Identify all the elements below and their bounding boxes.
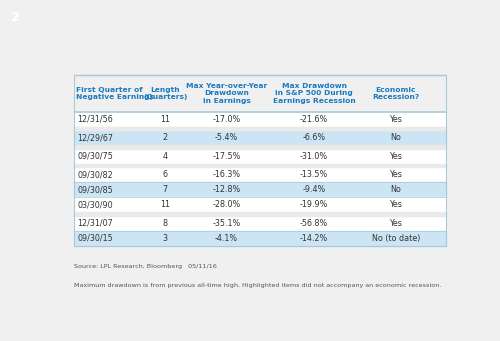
Bar bbox=[74, 197, 446, 212]
Text: 11: 11 bbox=[160, 115, 170, 124]
Bar bbox=[74, 231, 446, 246]
Text: Maximum drawdown is from previous all-time high. Highlighted items did not accom: Maximum drawdown is from previous all-ti… bbox=[74, 283, 442, 287]
Text: 09/30/75: 09/30/75 bbox=[77, 152, 113, 161]
Bar bbox=[74, 145, 446, 149]
Text: -4.1%: -4.1% bbox=[215, 234, 238, 243]
Text: Yes: Yes bbox=[390, 115, 402, 124]
Text: -31.0%: -31.0% bbox=[300, 152, 328, 161]
Bar bbox=[74, 75, 446, 112]
Text: 11: 11 bbox=[160, 200, 170, 209]
Text: 12/31/07: 12/31/07 bbox=[77, 219, 113, 228]
Bar bbox=[74, 216, 446, 231]
Text: Source: LPL Research, Bloomberg   05/11/16: Source: LPL Research, Bloomberg 05/11/16 bbox=[74, 264, 217, 269]
Text: No (to date): No (to date) bbox=[372, 234, 420, 243]
Bar bbox=[74, 75, 446, 246]
Bar bbox=[74, 164, 446, 167]
Text: No: No bbox=[390, 185, 402, 194]
Text: -16.3%: -16.3% bbox=[212, 170, 240, 179]
Text: 12/31/56: 12/31/56 bbox=[77, 115, 113, 124]
Text: Length
(Quarters): Length (Quarters) bbox=[143, 87, 188, 100]
Bar bbox=[74, 112, 446, 127]
Text: Yes: Yes bbox=[390, 219, 402, 228]
Text: 09/30/85: 09/30/85 bbox=[77, 185, 113, 194]
Text: Economic
Recession?: Economic Recession? bbox=[372, 87, 420, 100]
Text: Max Drawdown
in S&P 500 During
Earnings Recession: Max Drawdown in S&P 500 During Earnings … bbox=[272, 83, 355, 104]
Text: -28.0%: -28.0% bbox=[212, 200, 241, 209]
Text: No: No bbox=[390, 133, 402, 142]
Text: -12.8%: -12.8% bbox=[212, 185, 241, 194]
Text: -14.2%: -14.2% bbox=[300, 234, 328, 243]
Text: Yes: Yes bbox=[390, 170, 402, 179]
Text: Yes: Yes bbox=[390, 152, 402, 161]
Bar bbox=[74, 167, 446, 182]
Bar bbox=[74, 130, 446, 145]
Text: Max Year-over-Year
Drawdown
in Earnings: Max Year-over-Year Drawdown in Earnings bbox=[186, 83, 268, 104]
Bar bbox=[74, 212, 446, 216]
Text: -56.8%: -56.8% bbox=[300, 219, 328, 228]
Text: -9.4%: -9.4% bbox=[302, 185, 326, 194]
Text: 2: 2 bbox=[11, 11, 20, 24]
Text: 3: 3 bbox=[163, 234, 168, 243]
Text: Yes: Yes bbox=[390, 200, 402, 209]
Text: -5.4%: -5.4% bbox=[215, 133, 238, 142]
Text: 7: 7 bbox=[162, 185, 168, 194]
Text: -17.5%: -17.5% bbox=[212, 152, 241, 161]
Bar bbox=[74, 182, 446, 197]
Text: -17.0%: -17.0% bbox=[212, 115, 241, 124]
Bar bbox=[74, 127, 446, 130]
Text: -6.6%: -6.6% bbox=[302, 133, 326, 142]
Text: First Quarter of
Negative Earnings: First Quarter of Negative Earnings bbox=[76, 87, 154, 100]
Text: 2: 2 bbox=[162, 133, 168, 142]
Text: 09/30/82: 09/30/82 bbox=[77, 170, 113, 179]
Text: -19.9%: -19.9% bbox=[300, 200, 328, 209]
Text: 03/30/90: 03/30/90 bbox=[77, 200, 113, 209]
Text: 8: 8 bbox=[163, 219, 168, 228]
Text: -21.6%: -21.6% bbox=[300, 115, 328, 124]
Text: 12/29/67: 12/29/67 bbox=[77, 133, 113, 142]
Text: -35.1%: -35.1% bbox=[212, 219, 241, 228]
Text: 4: 4 bbox=[163, 152, 168, 161]
Text: 09/30/15: 09/30/15 bbox=[77, 234, 113, 243]
Text: 6: 6 bbox=[163, 170, 168, 179]
Bar bbox=[74, 149, 446, 164]
Text: -13.5%: -13.5% bbox=[300, 170, 328, 179]
